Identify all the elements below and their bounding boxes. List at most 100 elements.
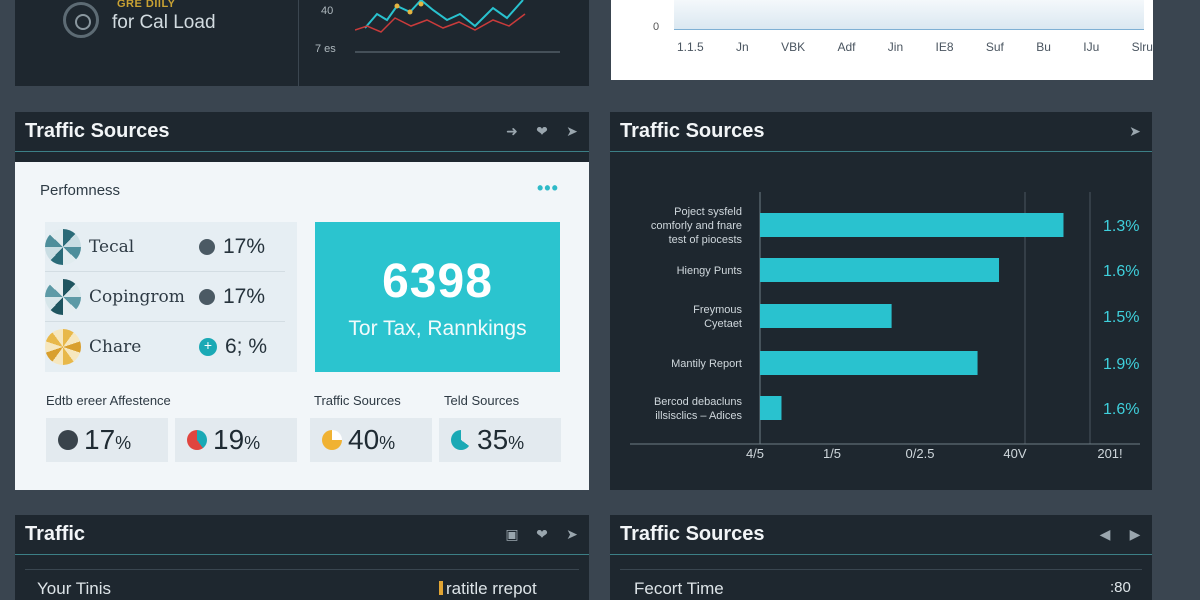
bar-data-label: 1.5% (1103, 309, 1139, 326)
bar (760, 304, 892, 328)
top-left-panel: GRE DIILY for Cal Load 40 7 es (15, 0, 589, 86)
arrow-right-icon[interactable]: ➤ (566, 123, 578, 139)
panel-title: Traffic (25, 523, 86, 545)
panel-title: Traffic Sources (25, 120, 170, 142)
kpi-tile[interactable]: 40% (310, 418, 432, 462)
kpi-icon (58, 430, 78, 450)
divider (620, 569, 1142, 570)
plus-icon[interactable]: + (199, 338, 217, 356)
kpi-value: 17 (84, 424, 116, 455)
area-x-tick-label: Adf (837, 40, 856, 54)
bar-x-tick-label: 1/5 (823, 446, 841, 461)
traffic-sources-panel-bottom: Traffic Sources ◀ ▶ Fecort Time :80 (610, 515, 1152, 600)
more-options-icon[interactable]: ••• (537, 178, 559, 198)
arrow-left-icon[interactable]: ➜ (506, 123, 518, 139)
brand-small-text: GRE DIILY (117, 0, 176, 10)
bar-data-label: 1.6% (1103, 401, 1139, 418)
bar-x-tick-label: 0/2.5 (906, 446, 935, 461)
traffic-sources-panel-left: Traffic Sources ➜ ❤ ➤ Perfomness ••• Tec… (15, 112, 589, 490)
bar-x-tick-label: 4/5 (746, 446, 764, 461)
traffic-sources-panel-right: Traffic Sources ➤ Poject sysfeld comforly… (610, 112, 1152, 490)
report-icon (439, 581, 443, 595)
kpi-tile[interactable]: 35% (439, 418, 561, 462)
metric-value: 17% (223, 234, 266, 258)
bar-data-label: 1.9% (1103, 356, 1139, 373)
metric-value: 6; % (225, 335, 268, 358)
mini-line-chart (355, 0, 560, 53)
bar-data-label: 1.3% (1103, 218, 1139, 235)
mini-chart-y-label-top: 40 (321, 5, 334, 17)
kpi-unit: % (244, 433, 261, 453)
metric-row[interactable]: Tecal 17% (45, 222, 285, 272)
pinwheel-icon (45, 278, 81, 315)
save-icon[interactable]: ▣ (505, 526, 519, 542)
kpi-tile[interactable]: 17% (46, 418, 168, 462)
kpi-value: 35 (477, 424, 509, 455)
metric-value: 17% (223, 284, 266, 308)
bar-x-tick-label: 40V (1003, 446, 1026, 461)
area-x-tick-label: VBK (781, 40, 806, 54)
kpi-unit: % (508, 433, 525, 453)
area-zero-label: 0 (653, 21, 660, 33)
mini-line-red (355, 13, 526, 33)
mini-point-3 (418, 1, 424, 7)
performance-title: Perfomness (40, 182, 121, 199)
panel-header: Traffic Sources ➤ (610, 112, 1152, 152)
kpi-icon (322, 430, 342, 450)
area-x-tick-label: Bu (1036, 40, 1051, 54)
heart-icon[interactable]: ❤ (536, 123, 548, 139)
metric-row[interactable]: Chare + 6; % (45, 322, 285, 372)
mini-line-teal (364, 0, 524, 29)
panel-title: Traffic Sources (620, 523, 765, 545)
top-right-area-chart: 0 1.1.5 Jn VBK Adf Jin IE8 Suf Bu IJu Slru (611, 0, 1153, 80)
bar-category-label: Mantily Report (671, 358, 742, 370)
heart-icon[interactable]: ❤ (536, 526, 548, 542)
area-fill (674, 0, 1144, 30)
kpi-tile[interactable]: 19% (175, 418, 297, 462)
metric-label: Chare (89, 337, 142, 357)
bar (760, 351, 978, 375)
logo-icon (63, 2, 99, 38)
metric-label: Tecal (89, 236, 135, 257)
panel-header: Traffic ▣ ❤ ➤ (15, 515, 589, 555)
kpi-icon (187, 430, 207, 450)
brand-main-text: for Cal Load (112, 12, 216, 33)
bar-category-label: Hiengy Punts (677, 265, 743, 277)
area-x-tick-label: IE8 (935, 40, 954, 54)
row-label: Fecort Time (634, 579, 724, 598)
arrow-right-icon[interactable]: ➤ (1129, 123, 1141, 139)
bar-data-label: 1.6% (1103, 263, 1139, 280)
area-x-tick-label: 1.1.5 (677, 40, 704, 54)
highlight-value: 6398 (382, 254, 493, 308)
bar-category-label: Poject sysfeld comforly and fnare test of … (651, 206, 743, 246)
metric-row[interactable]: Copingrom 17% (45, 272, 285, 322)
highlight-caption: Tor Tax, Rannkings (348, 316, 527, 340)
mini-chart-y-label-bottom: 7 es (315, 43, 336, 55)
area-x-tick-label: Jn (736, 40, 749, 54)
bar (760, 213, 1064, 237)
bar (760, 396, 782, 420)
panel-title: Traffic Sources (620, 120, 765, 142)
kpi-value: 40 (348, 424, 380, 455)
traffic-panel: Traffic ▣ ❤ ➤ Your Tinis ratitle rrepot (15, 515, 589, 600)
area-x-tick-label: IJu (1083, 40, 1100, 54)
area-x-tick-label: Jin (887, 40, 904, 54)
mini-point-2 (407, 9, 413, 15)
bar-category-label: Bercod debacluns illsisclics – Adices (654, 396, 743, 422)
row-value[interactable]: ratitle rrepot (446, 579, 537, 598)
kpi-unit: % (115, 433, 132, 453)
chat-bubble-icon (199, 288, 215, 305)
metrics-list: Tecal 17% Copingrom 17% Chare + 6; % (45, 222, 297, 372)
bar-x-tick-label: 201! (1097, 446, 1122, 461)
arrow-right-icon[interactable]: ▶ (1129, 526, 1141, 542)
arrow-left-icon[interactable]: ◀ (1099, 526, 1111, 542)
panel-header: Traffic Sources ➜ ❤ ➤ (15, 112, 589, 152)
metric-label: Copingrom (89, 286, 185, 307)
section-label: Traffic Sources (314, 393, 401, 408)
panel-divider (298, 0, 299, 86)
traffic-bar-chart: Poject sysfeld comforly and fnare test of … (630, 192, 1140, 461)
divider (25, 569, 579, 570)
row-label: Your Tinis (37, 579, 112, 598)
arrow-right-icon[interactable]: ➤ (566, 526, 578, 542)
sunburst-icon (45, 329, 81, 365)
